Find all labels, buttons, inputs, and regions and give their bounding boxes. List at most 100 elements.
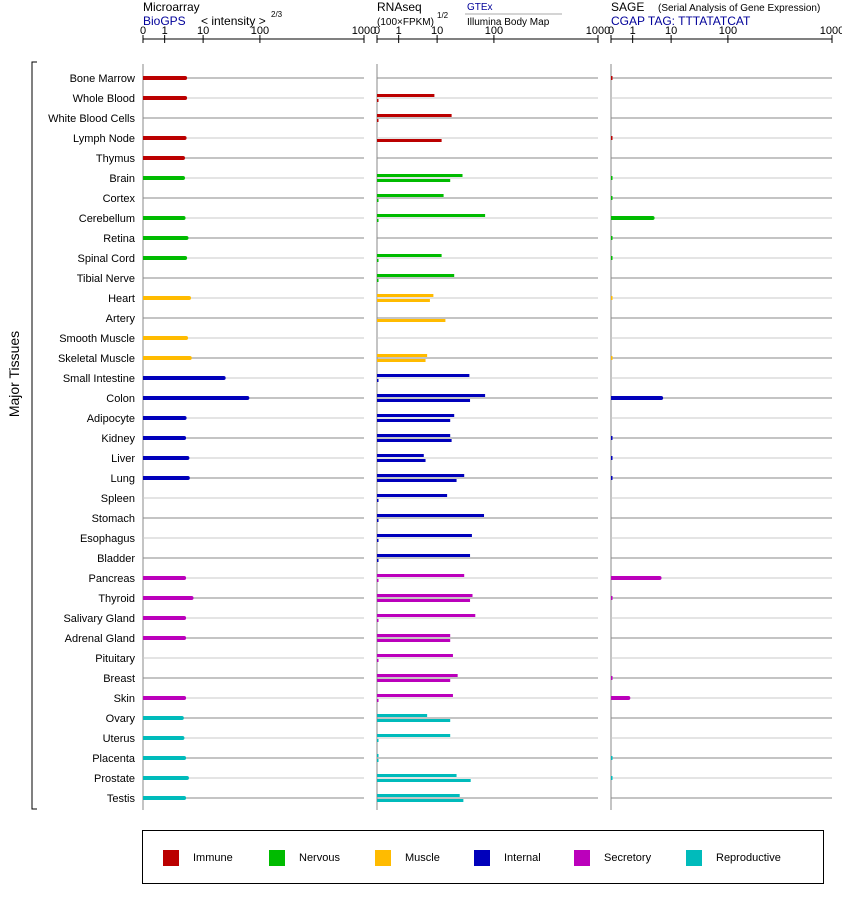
microarray-unit-exponent: 2/3: [271, 10, 283, 19]
rnaseq-bar: [377, 579, 379, 582]
rnaseq-unit-label: (100×FPKM): [377, 17, 434, 28]
tissue-label: Adrenal Gland: [65, 633, 135, 645]
rnaseq-bar: [377, 354, 428, 357]
rnaseq-bar: [377, 779, 471, 782]
rnaseq-bar: [377, 654, 453, 657]
rnaseq-bar: [377, 799, 464, 802]
rnaseq-bar: [377, 214, 486, 217]
rnaseq-bar: [377, 194, 444, 197]
rnaseq-bar: [377, 199, 379, 202]
rnaseq-bar: [377, 454, 424, 457]
rnaseq-bar: [377, 479, 457, 482]
rnaseq-bar: [377, 759, 379, 762]
sage-bar: [611, 136, 613, 140]
rnaseq-bar: [377, 399, 471, 402]
sage-bar: [611, 436, 613, 440]
sage-bar: [611, 196, 613, 200]
sage-tag-label: CGAP TAG: TTTATATCAT: [611, 14, 751, 28]
legend-swatch: [375, 850, 391, 866]
microarray-tick-label: 10: [197, 25, 209, 37]
rnaseq-tick-label: 100: [485, 25, 503, 37]
sage-bar-cap: [657, 576, 662, 580]
microarray-unit-label: < intensity >: [201, 14, 266, 28]
microarray-bar-cap: [181, 176, 186, 180]
rnaseq-bar: [377, 119, 379, 122]
rnaseq-tick-label: 0: [374, 25, 380, 37]
rnaseq-bar: [377, 539, 379, 542]
microarray-tick-label: 100: [251, 25, 269, 37]
microarray-bar-cap: [187, 296, 192, 300]
legend-label: Secretory: [604, 852, 652, 864]
microarray-tick-label: 1: [162, 25, 168, 37]
microarray-bar: [143, 576, 185, 580]
microarray-bar: [143, 156, 184, 160]
rnaseq-bar: [377, 319, 446, 322]
microarray-bar: [143, 296, 190, 300]
rnaseq-unit-exponent: 1/2: [437, 11, 449, 20]
microarray-bar-cap: [184, 236, 189, 240]
rnaseq-bar: [377, 279, 379, 282]
microarray-panel: 0 1 10 100 1000: [140, 25, 376, 810]
microarray-bar: [143, 76, 186, 80]
rnaseq-bar: [377, 714, 428, 717]
rnaseq-bar: [377, 699, 379, 702]
microarray-bar: [143, 696, 185, 700]
tissue-label: Ovary: [106, 713, 136, 725]
rnaseq-bar: [377, 99, 379, 102]
tissue-label: Esophagus: [80, 533, 136, 545]
microarray-bar-cap: [185, 476, 190, 480]
legend-swatch: [269, 850, 285, 866]
tissue-label: Heart: [108, 293, 135, 305]
rnaseq-bar: [377, 519, 379, 522]
legend-label: Reproductive: [716, 852, 781, 864]
microarray-bar: [143, 636, 185, 640]
rnaseq-title: RNAseq: [377, 0, 422, 14]
microarray-bar-cap: [182, 416, 187, 420]
y-axis-label: Major Tissues: [6, 331, 22, 417]
sage-note: (Serial Analysis of Gene Expression): [658, 3, 820, 14]
rnaseq-tick-label: 1: [396, 25, 402, 37]
microarray-bar: [143, 96, 186, 100]
legend-label: Nervous: [299, 852, 340, 864]
tissue-label: Retina: [103, 233, 136, 245]
rnaseq-bar: [377, 474, 465, 477]
sage-bar: [611, 236, 613, 240]
tissue-label: Prostate: [94, 773, 135, 785]
tissue-label: Brain: [109, 173, 135, 185]
tissue-label: Thyroid: [98, 593, 135, 605]
sage-bar: [611, 396, 662, 400]
microarray-bar-cap: [182, 796, 187, 800]
tissue-label: Skin: [114, 693, 135, 705]
rnaseq-bar: [377, 774, 457, 777]
rnaseq-bar: [377, 694, 453, 697]
rnaseq-bar: [377, 299, 430, 302]
microarray-bar-cap: [182, 636, 187, 640]
sage-bar: [611, 76, 613, 80]
microarray-bar: [143, 476, 188, 480]
rnaseq-bar: [377, 494, 448, 497]
microarray-bar-cap: [182, 616, 187, 620]
microarray-bar-cap: [183, 96, 188, 100]
microarray-bar: [143, 396, 248, 400]
tissue-labels: Bone Marrow Whole Blood White Blood Cells L…: [48, 73, 136, 805]
tissue-label: Lung: [111, 473, 135, 485]
microarray-bar-cap: [184, 336, 189, 340]
microarray-bar-cap: [221, 376, 226, 380]
microarray-bar-cap: [182, 696, 187, 700]
legend-item: Internal: [474, 850, 541, 866]
microarray-bar-cap: [182, 436, 187, 440]
sage-bar: [611, 596, 613, 600]
rnaseq-bar: [377, 754, 379, 757]
legend-label: Muscle: [405, 852, 440, 864]
microarray-bar: [143, 436, 185, 440]
sage-bar: [611, 216, 653, 220]
rnaseq-panel: 0 1 10 100 1000: [374, 25, 610, 810]
microarray-bar: [143, 796, 185, 800]
legend-item: Muscle: [375, 850, 440, 866]
legend-swatch: [574, 850, 590, 866]
tissue-label: Lymph Node: [73, 133, 135, 145]
microarray-bar: [143, 376, 224, 380]
sage-tick-label: 0: [608, 25, 614, 37]
rnaseq-bar: [377, 599, 471, 602]
